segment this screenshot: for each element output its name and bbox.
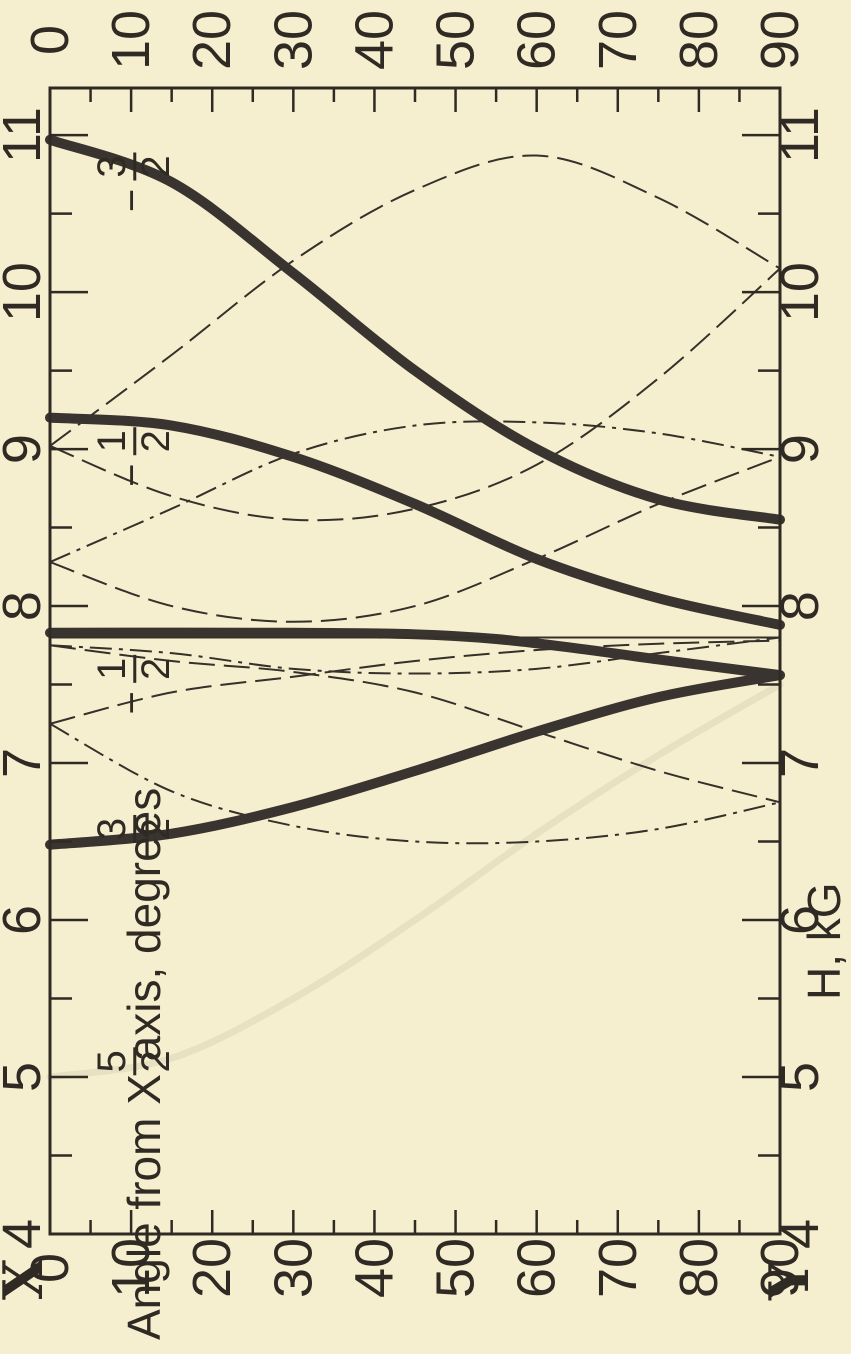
ticks-layer — [48, 88, 782, 1236]
series-dashed-7 — [49, 154, 781, 447]
field-tick-label-left: 9 — [0, 434, 52, 464]
series-dashdot-11 — [49, 722, 781, 845]
series-dashed-8 — [49, 644, 781, 804]
series-solid-1 — [45, 412, 785, 630]
series-layer — [45, 134, 785, 1081]
angle-tick-label-top: 60 — [507, 10, 567, 70]
angle-axis-title: Angle from X axis, degrees — [118, 788, 170, 1340]
field-axis-title: H, kG — [798, 882, 850, 1000]
field-tick-label-right: 8 — [770, 591, 830, 621]
field-tick-label-left: 11 — [0, 107, 52, 163]
annotation-numerator: 3 — [90, 818, 134, 840]
angle-tick-label-top: 80 — [669, 10, 729, 70]
annotation-denominator: 2 — [134, 818, 178, 840]
annotation-denominator: 2 — [134, 1050, 178, 1072]
series-dashed-6 — [49, 267, 781, 522]
labels-layer: Angle from X axis, degrees H, kG X Y 4 4 5… — [0, 10, 850, 1340]
field-tick-label-right: 10 — [770, 262, 830, 322]
annotation-numerator: 3 — [90, 155, 134, 177]
angle-tick-label-bottom: 90 — [750, 1238, 810, 1298]
series-solid-0 — [45, 134, 785, 525]
annotation-denominator: 2 — [134, 430, 178, 452]
annotation-sign: − — [110, 691, 154, 714]
field-tick-label-right: 4 — [770, 1219, 830, 1249]
angle-tick-label-bottom: 30 — [263, 1238, 323, 1298]
angle-tick-label-bottom: 70 — [588, 1238, 648, 1298]
annotation-numerator: 1 — [90, 658, 134, 680]
angle-tick-label-top: 50 — [426, 10, 486, 70]
angle-tick-label-top: 90 — [750, 10, 810, 70]
field-tick-label-right: 9 — [770, 434, 830, 464]
series-dashdot-12 — [49, 636, 781, 675]
field-tick-label-left: 5 — [0, 1062, 52, 1092]
angle-tick-label-top: 20 — [182, 10, 242, 70]
field-tick-label-left: 10 — [0, 262, 52, 322]
annotation-numerator: 5 — [90, 1050, 134, 1072]
series-solid-3 — [45, 670, 785, 850]
annotation-m32b: − 3 2 — [90, 152, 178, 212]
angle-tick-label-bottom: 40 — [344, 1238, 404, 1298]
annotation-sign: − — [110, 189, 154, 212]
field-tick-label-right: 6 — [770, 905, 830, 935]
angle-tick-label-bottom: 80 — [669, 1238, 729, 1298]
annotation-denominator: 2 — [134, 155, 178, 177]
angle-tick-label-top: 70 — [588, 10, 648, 70]
field-tick-label-left: 7 — [0, 748, 52, 778]
angle-tick-label-top: 30 — [263, 10, 323, 70]
angle-tick-label-top: 40 — [344, 10, 404, 70]
series-dashdot-10 — [49, 420, 781, 564]
field-tick-label-left: 8 — [0, 591, 52, 621]
annotation-m12b: − 1 2 — [90, 427, 178, 487]
series-dashed-9 — [49, 639, 781, 725]
angle-start-label: X — [0, 1258, 55, 1300]
field-tick-label-right: 7 — [770, 748, 830, 778]
angle-tick-label-bottom: 10 — [101, 1238, 161, 1298]
field-tick-label-left: 6 — [0, 905, 52, 935]
angle-tick-label-bottom: 0 — [20, 1253, 80, 1283]
field-tick-label-right: 5 — [770, 1062, 830, 1092]
angle-tick-label-bottom: 20 — [182, 1238, 242, 1298]
annotation-m12a: − 1 2 — [90, 654, 178, 715]
field-tick-label-left: 4 — [0, 1219, 52, 1249]
angle-tick-label-bottom: 50 — [426, 1238, 486, 1298]
annotation-sign: − — [110, 464, 154, 487]
angle-end-label: Y — [757, 1260, 821, 1301]
angle-tick-label-top: 0 — [20, 25, 80, 55]
annotation-denominator: 2 — [134, 658, 178, 680]
annotation-numerator: 1 — [90, 430, 134, 452]
angle-tick-label-bottom: 60 — [507, 1238, 567, 1298]
field-tick-label-right: 11 — [770, 107, 830, 163]
angle-tick-label-top: 10 — [101, 10, 161, 70]
series-faint-4 — [46, 681, 784, 1081]
